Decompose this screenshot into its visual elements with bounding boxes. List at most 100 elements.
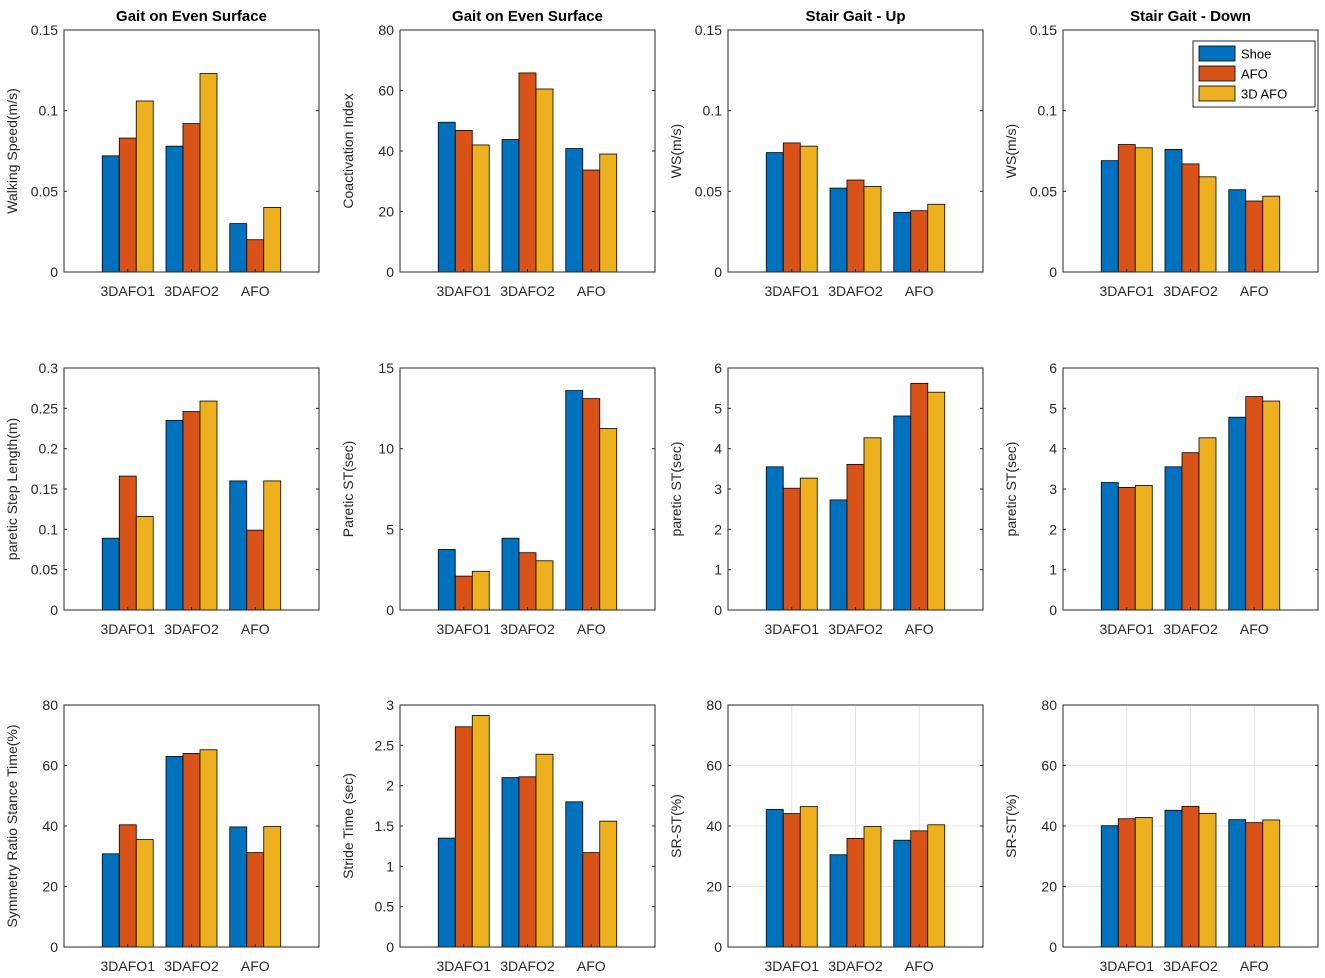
y-tick-label: 40 [42,818,58,834]
bar-shoe-3dafo2 [829,499,848,611]
bar-shoe-3dafo1 [1100,825,1119,948]
y-tick-label: 0.15 [695,22,722,38]
chart-title: Gait on Even Surface [116,8,267,25]
bar-afo-3dafo1 [782,487,801,611]
bar-shoe-3dafo1 [765,808,784,948]
bar-afo-afo [1245,396,1264,611]
x-tick-label: AFO [241,283,270,299]
bar-afo-afo [910,382,929,611]
y-tick-label: 0 [1049,939,1057,955]
y-tick-label: 20 [1041,879,1057,895]
bar-shoe-afo [565,801,584,948]
bar-3d-afo-3dafo1 [471,715,490,948]
bar-3d-afo-3dafo2 [535,560,554,611]
bar-afo-3dafo2 [182,411,201,611]
x-tick-label: 3DAFO1 [1100,958,1155,974]
chart-panel-11: 0 20 40 60 80 3DAFO1 3DAFO2 AFO SR-ST(%) [668,697,984,974]
bar-shoe-afo [229,480,248,611]
bar-3d-afo-3dafo1 [799,145,818,273]
bar-shoe-3dafo1 [101,537,120,611]
y-axis-label: paretic ST(sec) [1003,442,1019,537]
y-tick-label: 0 [386,602,394,618]
bar-afo-afo [582,852,601,948]
bar-shoe-afo [1228,416,1247,611]
x-tick-label: 3DAFO1 [1100,621,1155,637]
y-tick-label: 0 [714,264,722,280]
y-tick-label: 40 [706,818,722,834]
bar-3d-afo-3dafo1 [799,477,818,611]
y-tick-label: 0.05 [695,183,722,199]
bar-shoe-3dafo1 [765,152,784,273]
y-tick-label: 0 [386,264,394,280]
bar-shoe-afo [893,415,912,611]
bar-afo-3dafo2 [846,179,865,273]
y-tick-label: 80 [706,697,722,713]
bar-afo-3dafo2 [846,463,865,611]
x-tick-label: 3DAFO2 [828,621,883,637]
bar-afo-3dafo1 [1117,818,1136,948]
x-tick-label: 3DAFO1 [765,621,820,637]
bar-afo-3dafo1 [118,824,137,948]
bar-afo-3dafo1 [454,575,473,611]
y-tick-label: 20 [378,204,394,220]
bar-3d-afo-3dafo1 [1134,484,1153,611]
y-tick-label: 20 [42,879,58,895]
x-tick-label: 3DAFO1 [437,958,492,974]
chart-panel-5: 0 0.05 0.1 0.15 0.2 0.25 0.3 3DAFO1 3DAFO2 AFO par… [4,360,320,637]
bar-afo-3dafo2 [1181,163,1200,273]
y-tick-label: 3 [714,481,722,497]
x-tick-label: 3DAFO2 [500,958,555,974]
y-axis-label: paretic Step Length(m) [4,418,20,560]
bar-shoe-afo [1228,189,1247,273]
x-tick-label: 3DAFO1 [101,958,156,974]
y-tick-label: 60 [1041,758,1057,774]
y-tick-label: 0.1 [703,103,723,119]
y-tick-label: 5 [1049,400,1057,416]
bar-afo-afo [246,239,265,273]
bar-3d-afo-afo [263,207,282,273]
y-tick-label: 0 [50,602,58,618]
chart-panel-6: 0 5 10 15 3DAFO1 3DAFO2 AFO Paretic ST(sec) [340,360,656,637]
chart-panel-3: 0 0.05 0.1 0.15 3DAFO1 3DAFO2 AFO WS(m/s) Stair … [668,8,984,299]
y-axis-label: Coactivation Index [340,93,356,208]
bar-afo-3dafo1 [782,142,801,273]
bar-shoe-afo [229,223,248,273]
bar-afo-3dafo1 [454,130,473,273]
x-tick-label: 3DAFO2 [500,283,555,299]
y-tick-label: 6 [1049,360,1057,376]
y-tick-label: 0.05 [1030,183,1057,199]
bar-3d-afo-afo [1262,819,1281,948]
bar-afo-afo [246,852,265,948]
bar-3d-afo-3dafo1 [799,806,818,948]
bar-shoe-3dafo2 [829,187,848,273]
chart-panel-7: 0 1 2 3 4 5 6 3DAFO1 3DAFO2 AFO paretic ST(sec) [668,360,984,637]
x-tick-label: AFO [577,621,606,637]
chart-title: Stair Gait - Down [1130,8,1251,25]
bar-afo-afo [1245,200,1264,273]
bar-shoe-afo [565,148,584,273]
bar-3d-afo-3dafo2 [535,753,554,948]
bar-afo-afo [582,169,601,273]
x-tick-label: AFO [905,958,934,974]
x-tick-label: 3DAFO2 [164,958,219,974]
bar-3d-afo-3dafo2 [863,437,882,611]
y-tick-label: 0.3 [39,360,59,376]
y-tick-label: 0.05 [31,562,58,578]
y-axis-label: Stride Time (sec) [340,773,356,879]
bar-3d-afo-afo [599,820,618,948]
bar-3d-afo-afo [263,480,282,611]
y-tick-label: 0 [50,264,58,280]
x-tick-label: AFO [577,958,606,974]
y-tick-label: 0 [50,939,58,955]
x-tick-label: 3DAFO2 [500,621,555,637]
y-tick-label: 2 [714,521,722,537]
x-tick-label: AFO [1240,283,1269,299]
y-tick-label: 40 [1041,818,1057,834]
bar-afo-afo [910,830,929,948]
y-tick-label: 60 [42,758,58,774]
bar-shoe-3dafo1 [1100,160,1119,273]
legend-swatch [1198,85,1236,102]
x-tick-label: 3DAFO2 [828,958,883,974]
bar-afo-afo [246,529,265,611]
